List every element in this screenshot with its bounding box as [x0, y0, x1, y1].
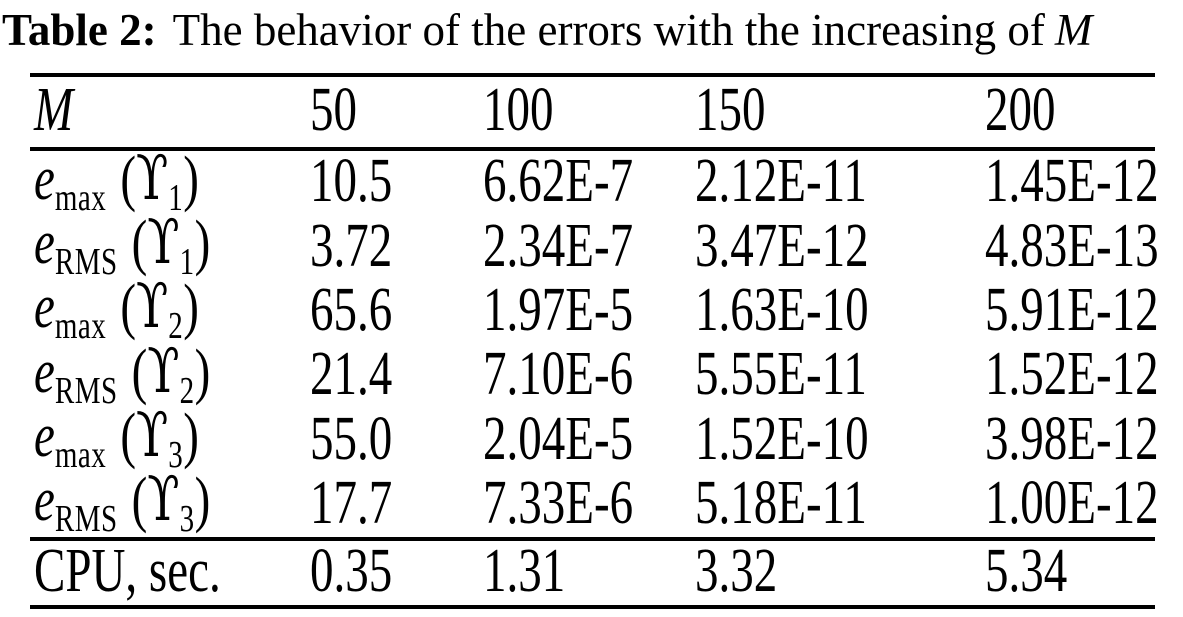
- table-rule-top: [30, 73, 1155, 77]
- table-cell: 1.63E-10: [695, 275, 869, 345]
- row-label: emax (ϒ1): [34, 142, 199, 220]
- caption-label: Table 2:: [2, 5, 157, 55]
- table-rule-footer: [30, 536, 1155, 541]
- table-cell: 1.00E-12: [985, 468, 1159, 538]
- table-cell: 1.97E-5: [483, 275, 634, 345]
- row-label: eRMS (ϒ1): [34, 206, 211, 284]
- table-cell: 3.72: [310, 211, 393, 281]
- row-label: eRMS (ϒ3): [34, 463, 211, 541]
- table-cell: 3.98E-12: [985, 404, 1159, 473]
- table-cell: 2.04E-5: [483, 404, 634, 473]
- table-rule-header: [30, 147, 1155, 151]
- table-caption: Table 2: The behavior of the errors with …: [2, 2, 1092, 58]
- table-cell: 5.55E-11: [695, 340, 867, 409]
- table-cell: 5.18E-11: [695, 468, 867, 538]
- table-cell: 55.0: [310, 404, 393, 473]
- footer-cell: 0.35: [310, 536, 393, 606]
- table-cell: 2.12E-11: [695, 147, 867, 216]
- table-cell: 3.47E-12: [695, 211, 869, 281]
- table-cell: 21.4: [310, 340, 393, 409]
- table-cell: 1.52E-10: [695, 404, 869, 473]
- data-table: M 50 100 150 200 emax (ϒ1) 10.5 6.62E-7 2…: [30, 73, 1159, 609]
- table-cell: 17.7: [310, 468, 393, 538]
- row-label: eRMS (ϒ2): [34, 335, 211, 412]
- table-cell: 4.83E-13: [985, 211, 1159, 281]
- table-cell: 1.52E-12: [985, 340, 1159, 409]
- header-cell: 100: [483, 76, 554, 145]
- header-cell: 150: [695, 76, 766, 145]
- row-label: emax (ϒ2): [34, 270, 199, 348]
- footer-label: CPU, sec.: [34, 536, 221, 606]
- caption-text: The behavior of the errors with the incr…: [172, 5, 1045, 55]
- header-cell-m: M: [34, 76, 74, 145]
- table-cell: 6.62E-7: [483, 147, 634, 216]
- table-cell: 1.45E-12: [985, 147, 1159, 216]
- table-cell: 2.34E-7: [483, 211, 634, 281]
- header-cell: 200: [985, 76, 1056, 145]
- table-cell: 65.6: [310, 275, 393, 345]
- table-cell: 10.5: [310, 147, 393, 216]
- caption-variable: M: [1054, 5, 1093, 55]
- footer-cell: 1.31: [483, 536, 566, 606]
- footer-cell: 3.32: [695, 536, 778, 606]
- footer-cell: 5.34: [985, 536, 1068, 606]
- table-cell: 7.33E-6: [483, 468, 634, 538]
- row-label: emax (ϒ3): [34, 399, 199, 477]
- table-cell: 5.91E-12: [985, 275, 1159, 345]
- header-cell: 50: [310, 76, 357, 145]
- table-rule-bottom: [30, 604, 1155, 609]
- table-cell: 7.10E-6: [483, 340, 634, 409]
